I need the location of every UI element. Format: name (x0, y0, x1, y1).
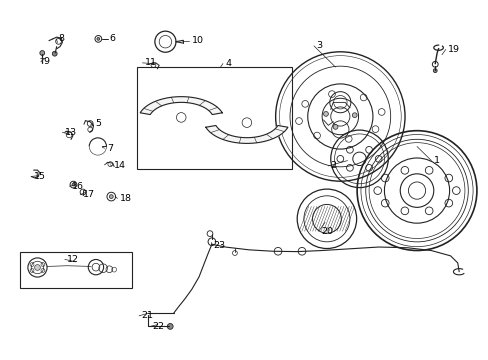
Text: 18: 18 (120, 194, 132, 203)
Ellipse shape (432, 69, 436, 73)
Ellipse shape (97, 37, 100, 40)
Ellipse shape (109, 195, 113, 198)
Text: 21: 21 (141, 311, 153, 320)
Bar (20, 252, 132, 288)
Ellipse shape (323, 112, 327, 116)
Text: 9: 9 (43, 57, 49, 66)
Polygon shape (140, 96, 222, 114)
Ellipse shape (351, 113, 356, 118)
Text: 20: 20 (321, 227, 332, 236)
Text: 3: 3 (316, 41, 322, 50)
Text: 13: 13 (64, 128, 77, 137)
Text: 5: 5 (95, 119, 101, 128)
Bar (137, 67, 292, 170)
Text: 12: 12 (67, 255, 79, 264)
Ellipse shape (167, 324, 173, 329)
Ellipse shape (72, 183, 75, 186)
Text: 2: 2 (330, 161, 336, 170)
Ellipse shape (40, 51, 44, 55)
Text: 4: 4 (225, 59, 231, 68)
Text: 19: 19 (447, 45, 459, 54)
Text: 1: 1 (433, 156, 439, 165)
Text: 8: 8 (59, 34, 64, 43)
Ellipse shape (35, 265, 41, 270)
Text: 22: 22 (152, 322, 164, 331)
Polygon shape (205, 126, 287, 143)
Text: 16: 16 (72, 182, 84, 191)
Text: 7: 7 (107, 144, 113, 153)
Ellipse shape (332, 125, 337, 129)
Text: 10: 10 (191, 36, 203, 45)
Text: 17: 17 (82, 190, 94, 199)
Text: 6: 6 (109, 34, 115, 43)
Text: 14: 14 (114, 161, 126, 170)
Text: 11: 11 (144, 58, 157, 67)
Text: 23: 23 (213, 241, 225, 250)
Ellipse shape (52, 51, 57, 56)
Text: 15: 15 (34, 172, 45, 181)
